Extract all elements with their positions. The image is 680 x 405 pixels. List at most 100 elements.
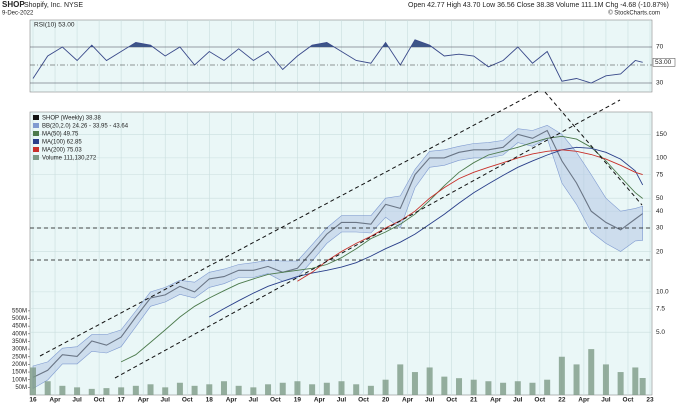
y2-tick-label: 100M: [12, 377, 27, 383]
volume-bar: [456, 378, 463, 395]
y-tick-label: 5.0: [656, 329, 665, 336]
volume-bar: [544, 379, 551, 395]
rsi-last-box: [652, 58, 676, 67]
annotations: [30, 89, 652, 379]
volume-bar: [632, 367, 639, 395]
y-tick-label: 150: [656, 131, 667, 138]
x-tick-label: Jul: [337, 397, 347, 404]
volume-bar: [176, 382, 183, 395]
legend-label: SHOP (Weekly) 38.38: [42, 116, 101, 122]
x-tick-label: Apr: [314, 397, 326, 404]
y2-tick-label: 200M: [12, 362, 27, 368]
volume-bar: [30, 367, 36, 395]
x-tick-label: 20: [382, 397, 390, 404]
volume-bar: [88, 388, 95, 395]
volume-bar: [411, 372, 418, 395]
channel-lower: [114, 99, 621, 379]
volume-bar: [588, 349, 595, 395]
credit: © StockCharts.com: [608, 10, 660, 17]
legend-label: Volume 111,130,272: [42, 156, 97, 162]
x-tick-label: 19: [294, 397, 302, 404]
volume-bar: [500, 382, 507, 395]
volume-bar: [485, 381, 492, 395]
volume-bar: [220, 381, 227, 395]
volume-bar: [206, 384, 213, 395]
y-tick-label: 50: [656, 195, 664, 202]
legend-swatch: [33, 115, 39, 120]
y-tick-label: 7.5: [656, 305, 665, 312]
y2-tick-label: 250M: [12, 354, 27, 360]
volume-bar: [250, 387, 257, 395]
x-tick-label: Oct: [270, 397, 282, 404]
volume-bar: [367, 385, 374, 395]
volume-bar: [529, 382, 536, 395]
x-tick-label: Jul: [72, 397, 82, 404]
legend-swatch: [33, 155, 39, 160]
x-tick-label: Apr: [578, 397, 590, 404]
x-tick-label: 16: [29, 397, 37, 404]
volume-bar: [294, 381, 301, 395]
quote: Open 42.77 High 43.70 Low 36.56 Close 38…: [408, 2, 669, 9]
legend-swatch: [33, 139, 39, 144]
ticker: SHOP: [2, 0, 25, 9]
y2-tick-label: 550M: [12, 308, 27, 314]
legend-label: BB(20,2.0) 24.26 - 33.95 - 43.64: [42, 124, 129, 130]
volume-bar: [441, 376, 448, 395]
x-tick-label: Apr: [138, 397, 150, 404]
legend-label: MA(100) 62.85: [42, 140, 82, 146]
volume-bar: [279, 382, 286, 395]
rsi-last-label: 53.00: [655, 59, 672, 66]
volume-bar: [558, 356, 565, 395]
moving-average: [209, 146, 644, 318]
x-tick-label: Oct: [182, 397, 194, 404]
x-tick-label: Apr: [49, 397, 61, 404]
rsi-tick-label: 30: [656, 80, 664, 87]
x-tick-label: Oct: [446, 397, 458, 404]
y2-tick-label: 350M: [12, 339, 27, 345]
x-tick-label: Oct: [358, 397, 370, 404]
legend-swatch: [33, 123, 39, 128]
volume-bar: [338, 381, 345, 395]
legend-swatch: [33, 131, 39, 136]
volume-bar: [639, 378, 646, 395]
legend-label: MA(50) 49.75: [42, 132, 79, 138]
volume-bar: [573, 364, 580, 395]
x-tick-label: 17: [118, 397, 126, 404]
rsi-tick-label: 70: [656, 44, 664, 51]
volume-bar: [470, 379, 477, 395]
volume-bar: [162, 387, 169, 395]
x-tick-label: Jul: [425, 397, 435, 404]
volume-bar: [118, 387, 125, 395]
volume-bar: [191, 385, 198, 395]
x-tick-label: Jul: [513, 397, 523, 404]
channel-upper: [39, 89, 541, 357]
moving-average: [120, 135, 643, 363]
x-tick-label: Oct: [94, 397, 106, 404]
x-tick-label: Oct: [534, 397, 546, 404]
volume-bar: [617, 372, 624, 395]
y2-tick-label: 50M: [15, 385, 27, 391]
bollinger-band: [32, 124, 643, 390]
y-tick-label: 75: [656, 171, 664, 178]
y2-tick-label: 150M: [12, 370, 27, 376]
x-tick-label: 22: [558, 397, 566, 404]
price-panel: [29, 111, 653, 396]
y-tick-label: 10.0: [656, 289, 669, 296]
volume-bar: [147, 384, 154, 395]
x-tick-label: Jul: [601, 397, 611, 404]
x-tick-label: Apr: [490, 397, 502, 404]
y-tick-label: 100: [656, 155, 667, 162]
plot-layer: 16 Apr Jul Oct 17 Apr Jul Oct 18 Apr Jul Oct 19 Apr Ju…: [12, 20, 676, 404]
moving-average: [297, 149, 643, 282]
downtrend: [544, 91, 643, 206]
volume-bar: [426, 367, 433, 395]
volume-bar: [103, 388, 110, 395]
x-tick-label: Jul: [161, 397, 171, 404]
legend-swatch: [33, 147, 39, 152]
volume-bar: [309, 384, 316, 395]
y-tick-label: 40: [656, 208, 664, 215]
x-tick-label: Oct: [623, 397, 635, 404]
rsi-panel: [29, 19, 653, 93]
volume-bar: [382, 379, 389, 395]
